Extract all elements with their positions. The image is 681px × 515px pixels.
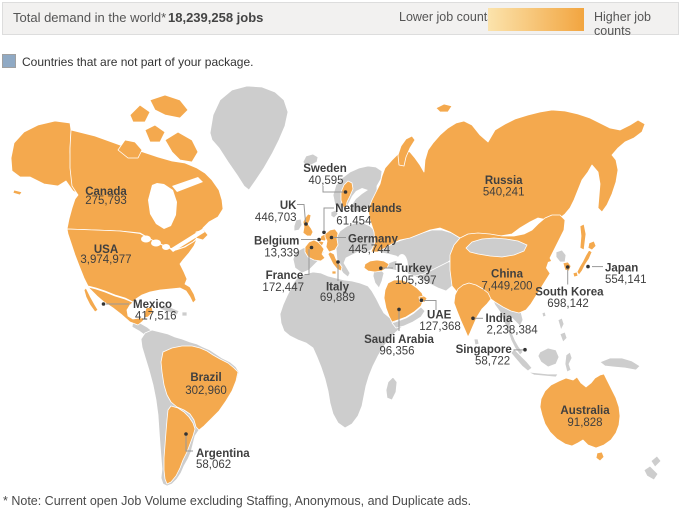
svg-text:Argentina: Argentina — [196, 448, 250, 460]
svg-text:91,828: 91,828 — [567, 417, 602, 429]
svg-text:445,744: 445,744 — [349, 244, 391, 256]
svg-text:540,241: 540,241 — [483, 187, 525, 199]
svg-text:UAE: UAE — [427, 310, 452, 322]
svg-text:Saudi Arabia: Saudi Arabia — [364, 334, 434, 346]
svg-text:96,356: 96,356 — [379, 346, 414, 358]
svg-text:UK: UK — [280, 200, 297, 212]
svg-text:France: France — [266, 270, 304, 282]
svg-text:China: China — [491, 269, 524, 281]
svg-text:302,960: 302,960 — [185, 385, 227, 397]
svg-text:417,516: 417,516 — [135, 311, 177, 323]
svg-text:Canada: Canada — [85, 186, 127, 198]
svg-text:13,339: 13,339 — [264, 248, 299, 260]
svg-text:Singapore: Singapore — [456, 344, 512, 356]
svg-text:India: India — [486, 313, 513, 325]
svg-text:69,889: 69,889 — [320, 292, 355, 304]
svg-text:105,397: 105,397 — [395, 275, 437, 287]
svg-text:Sweden: Sweden — [303, 163, 346, 175]
svg-text:61,454: 61,454 — [336, 216, 372, 228]
svg-text:Russia: Russia — [485, 175, 523, 187]
svg-text:446,703: 446,703 — [255, 212, 297, 224]
svg-text:Germany: Germany — [348, 234, 398, 246]
svg-text:Turkey: Turkey — [395, 263, 432, 275]
svg-text:USA: USA — [94, 244, 118, 256]
svg-text:58,722: 58,722 — [475, 356, 510, 368]
svg-text:58,062: 58,062 — [196, 459, 231, 471]
svg-text:554,141: 554,141 — [605, 274, 647, 286]
svg-text:Mexico: Mexico — [133, 299, 172, 311]
svg-text:7,449,200: 7,449,200 — [481, 281, 532, 293]
svg-text:40,595: 40,595 — [308, 175, 343, 187]
svg-text:3,974,977: 3,974,977 — [80, 254, 131, 266]
svg-text:2,238,384: 2,238,384 — [487, 325, 539, 337]
svg-text:Italy: Italy — [326, 282, 350, 294]
svg-text:Belgium: Belgium — [254, 236, 299, 248]
svg-text:Japan: Japan — [605, 263, 638, 275]
svg-text:127,368: 127,368 — [419, 321, 461, 333]
svg-text:Australia: Australia — [560, 405, 610, 417]
svg-text:172,447: 172,447 — [262, 282, 304, 294]
svg-text:698,142: 698,142 — [547, 298, 589, 310]
svg-text:Netherlands: Netherlands — [335, 203, 401, 215]
svg-text:Brazil: Brazil — [190, 372, 221, 384]
svg-text:275,793: 275,793 — [85, 195, 127, 207]
svg-text:South Korea: South Korea — [535, 287, 604, 299]
